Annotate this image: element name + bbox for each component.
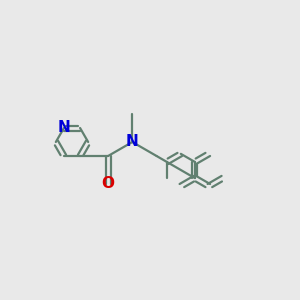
Text: N: N — [126, 134, 139, 149]
Text: O: O — [102, 176, 115, 191]
Text: N: N — [58, 121, 70, 136]
